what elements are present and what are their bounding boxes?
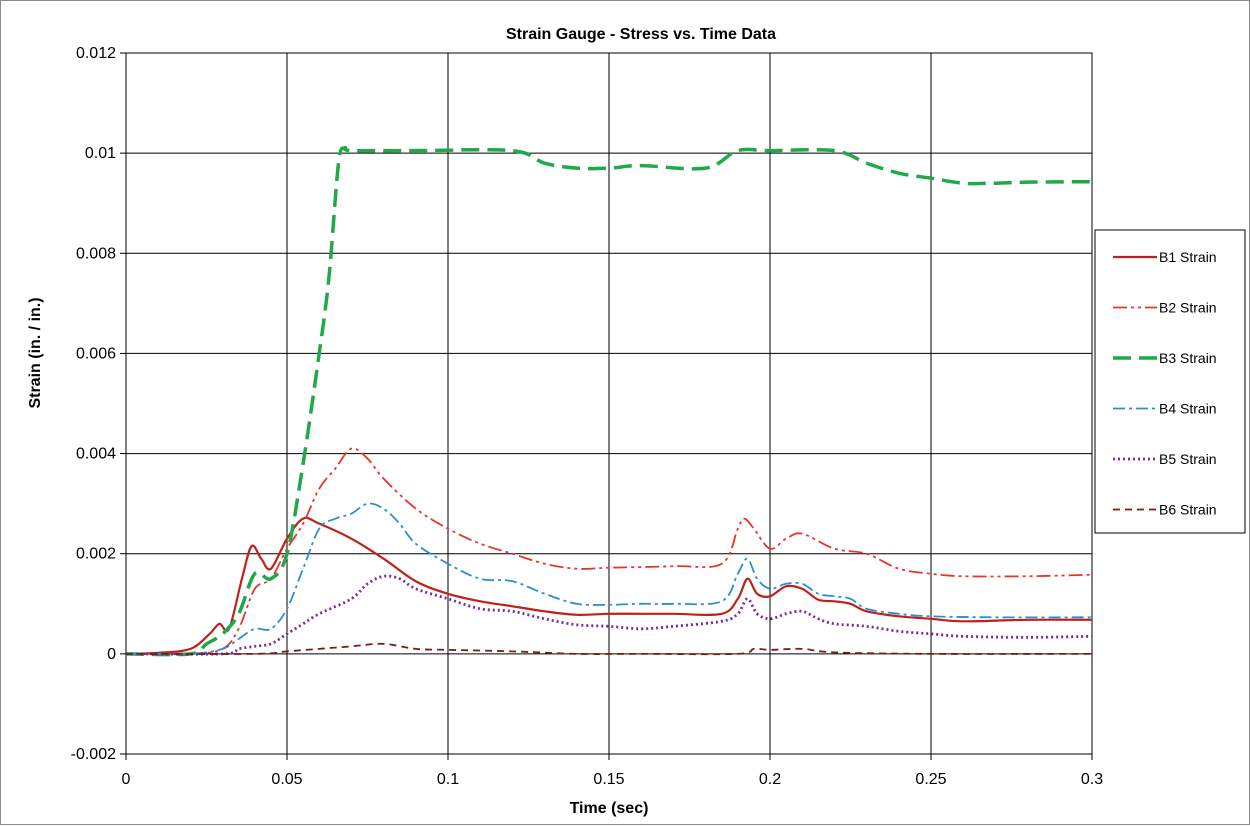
series-line-b2-strain [125,447,1093,656]
series-group [125,145,1093,657]
y-tick-label: 0.008 [76,245,116,262]
y-tick-label: 0.006 [76,345,116,362]
x-tick-label: 0.15 [593,771,624,788]
legend-label-b2-strain: B2 Strain [1159,300,1217,316]
y-axis-ticks: -0.002 0 0.002 0.004 0.006 0.008 0.01 0.012 [71,45,126,763]
x-tick-label: 0.05 [271,771,302,788]
legend-box [1094,229,1246,534]
legend: B1 Strain B2 Strain B3 Strain B4 Strain B5 S… [1094,229,1246,534]
series-line-b1-strain [125,516,1093,655]
y-tick-label: -0.002 [71,746,116,763]
chart-title: Strain Gauge - Stress vs. Time Data [506,26,776,43]
x-tick-label: 0.1 [437,771,459,788]
series-line-b5-strain [125,574,1093,656]
legend-label-b1-strain: B1 Strain [1159,249,1217,265]
legend-label-b6-strain: B6 Strain [1159,502,1217,518]
y-tick-label: 0.002 [76,546,116,563]
x-tick-label: 0.2 [759,771,781,788]
grid [125,52,1093,755]
x-axis-ticks: 0 0.05 0.1 0.15 0.2 0.25 0.3 [122,754,1103,788]
legend-label-b3-strain: B3 Strain [1159,350,1217,366]
y-axis-label: Strain (in. / in.) [27,297,44,408]
x-tick-label: 0.25 [915,771,946,788]
y-tick-label: 0.004 [76,446,116,463]
legend-label-b5-strain: B5 Strain [1159,451,1217,467]
y-tick-label: 0.012 [76,45,116,62]
legend-label-b4-strain: B4 Strain [1159,401,1217,417]
series-line-b3-strain [125,145,1093,657]
series-line-b4-strain [125,502,1093,656]
x-tick-label: 0 [122,771,131,788]
y-tick-label: 0 [107,646,116,663]
x-tick-label: 0.3 [1081,771,1103,788]
series-line-b6-strain [125,642,1093,656]
y-tick-label: 0.01 [85,145,116,162]
x-axis-label: Time (sec) [570,800,649,817]
